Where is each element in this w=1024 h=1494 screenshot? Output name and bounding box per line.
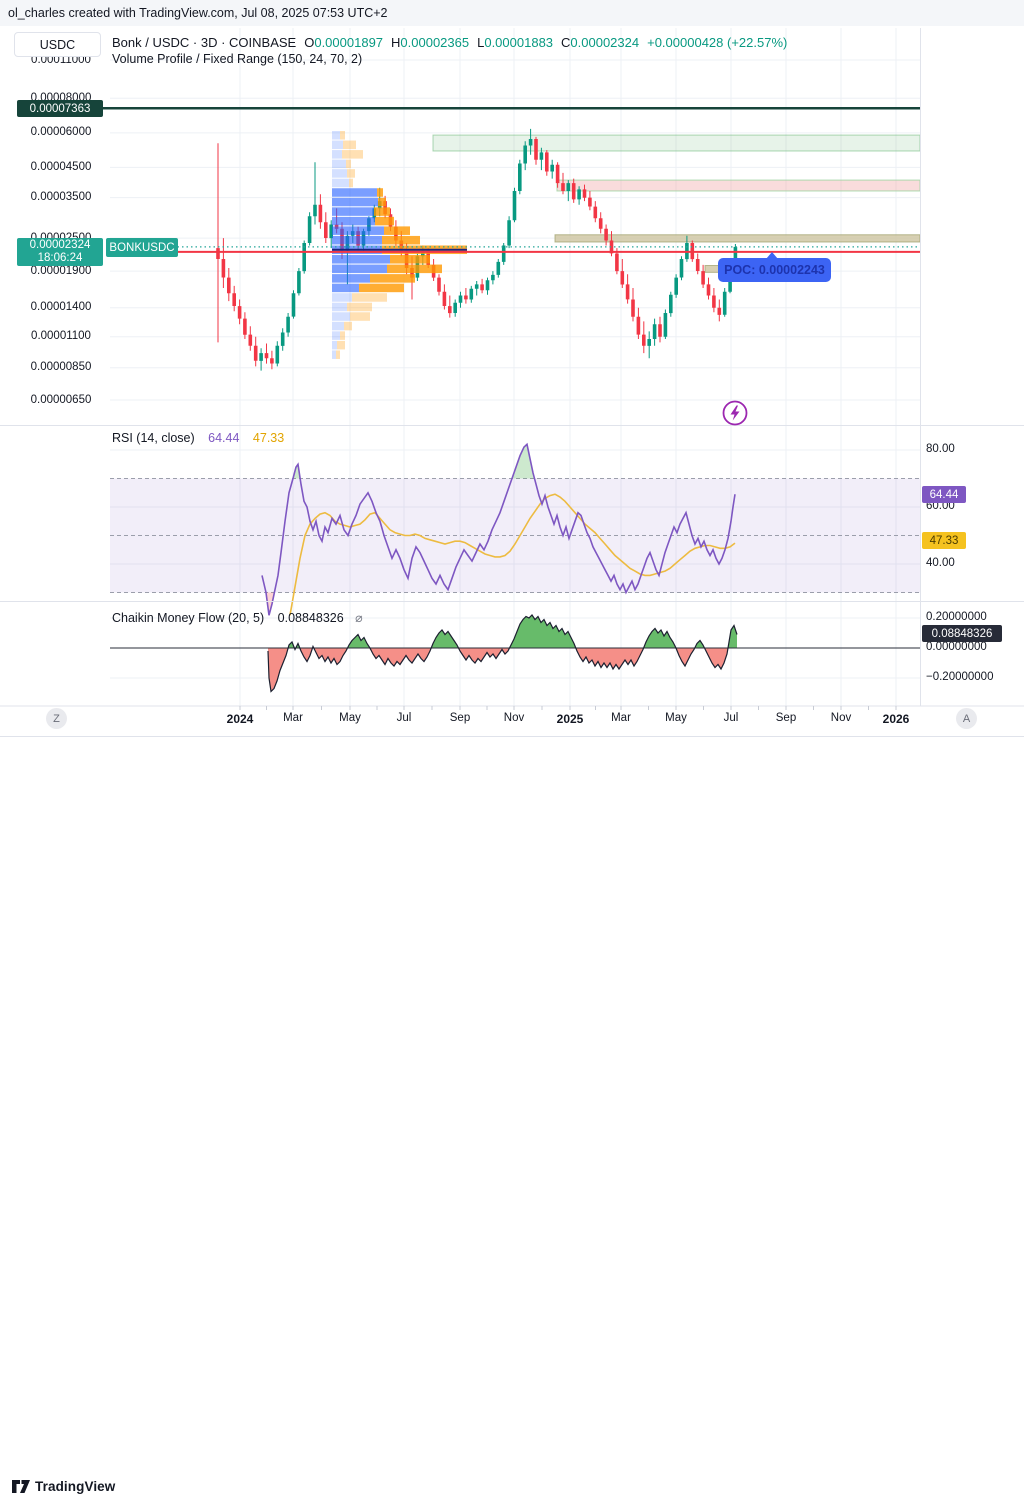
- poc-tooltip[interactable]: POC: 0.00002243: [718, 252, 831, 282]
- chart-canvas[interactable]: [0, 0, 1024, 766]
- ohlc-open-value: 0.00001897: [314, 35, 384, 50]
- auto-scale-button[interactable]: A: [956, 708, 977, 729]
- ohlc-high-value: 0.00002365: [400, 35, 470, 50]
- indicator-legend-rsi[interactable]: RSI (14, close) 64.44 47.33: [112, 431, 284, 445]
- flash-icon[interactable]: [721, 399, 749, 427]
- price-scale-currency-button[interactable]: USDC: [14, 32, 101, 57]
- price-level-badge-high: 0.00007363: [17, 100, 103, 117]
- rsi-value-badge: 64.44: [922, 486, 966, 503]
- rsi-ma-value: 47.33: [252, 431, 285, 445]
- rsi-ma-value-badge: 47.33: [922, 532, 966, 549]
- indicator-legend-cmf[interactable]: Chaikin Money Flow (20, 5) 0.08848326 ⌀: [112, 610, 363, 625]
- ohlc-open-label: O: [304, 35, 315, 50]
- symbol-title[interactable]: Bonk / USDC · 3D · COINBASE: [112, 35, 297, 50]
- tradingview-logo-icon: [12, 1479, 30, 1493]
- ohlc-close-value: 0.00002324: [570, 35, 640, 50]
- attribution-text: ol_charles created with TradingView.com,…: [8, 6, 388, 20]
- poc-tooltip-arrow: [766, 252, 778, 259]
- hidden-source-icon: ⌀: [355, 611, 363, 625]
- timezone-button[interactable]: Z: [46, 708, 67, 729]
- symbol-legend[interactable]: Bonk / USDC · 3D · COINBASE O0.00001897 H0…: [112, 35, 787, 50]
- rsi-title: RSI (14, close): [112, 431, 195, 445]
- attribution-bar: ol_charles created with TradingView.com,…: [0, 0, 1024, 26]
- symbol-price-label: BONKUSDC: [106, 238, 178, 257]
- cmf-title: Chaikin Money Flow (20, 5): [112, 611, 265, 625]
- last-price-badge: 0.00002324 18:06:24: [17, 238, 103, 266]
- indicator-legend-volume-profile[interactable]: Volume Profile / Fixed Range (150, 24, 7…: [112, 52, 363, 66]
- cmf-value-badge: 0.08848326: [922, 625, 1002, 642]
- ohlc-low-value: 0.00001883: [484, 35, 554, 50]
- tradingview-logo[interactable]: TradingView: [12, 1479, 115, 1494]
- ohlc-high-label: H: [391, 35, 401, 50]
- ohlc-close-label: C: [561, 35, 571, 50]
- change-value: +0.00000428 (+22.57%): [647, 35, 788, 50]
- footer-bar: TradingView: [0, 736, 1024, 1494]
- rsi-value: 64.44: [208, 431, 240, 445]
- bar-countdown: 18:06:24: [37, 252, 83, 264]
- cmf-value: 0.08848326: [277, 611, 344, 625]
- ohlc-low-label: L: [477, 35, 485, 50]
